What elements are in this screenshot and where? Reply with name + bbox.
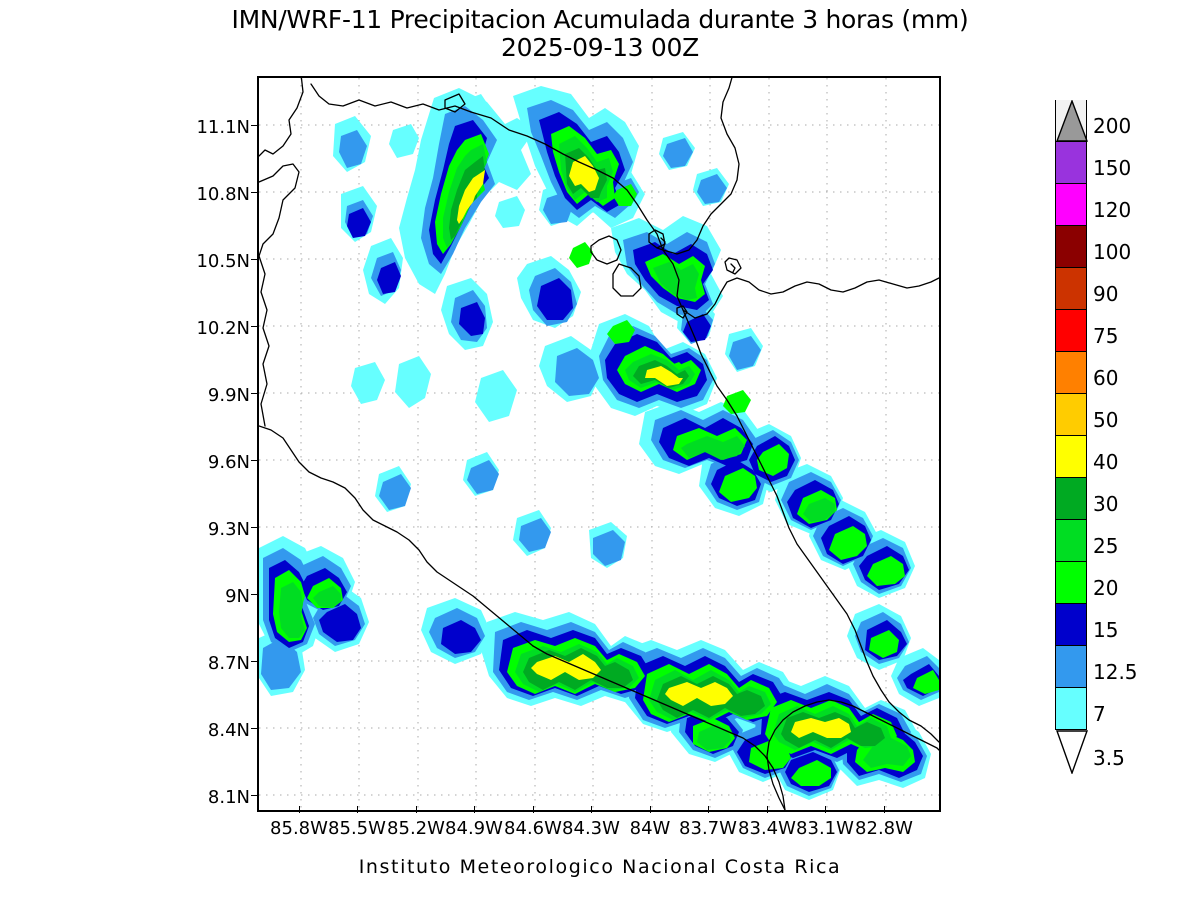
cb-label-100: 100 xyxy=(1093,240,1132,264)
xtick-label-4: 84.6W xyxy=(504,818,562,839)
cb-cell-50 xyxy=(1055,394,1087,436)
ytick-label-2: 10.5N xyxy=(196,251,250,272)
title-line-2: 2025-09-13 00Z xyxy=(501,33,699,62)
cb-cell-40 xyxy=(1055,436,1087,478)
xtick-mark xyxy=(825,806,826,813)
ytick-mark xyxy=(251,594,258,595)
cb-label-90: 90 xyxy=(1093,282,1119,306)
xtick-mark xyxy=(650,806,651,813)
xtick-mark xyxy=(357,806,358,813)
xtick-label-0: 85.8W xyxy=(270,818,328,839)
ytick-label-6: 9.3N xyxy=(207,519,250,540)
ytick-mark xyxy=(251,728,258,729)
cb-label-12.5: 12.5 xyxy=(1093,660,1138,684)
cb-cell-15 xyxy=(1055,604,1087,646)
xtick-label-10: 82.8W xyxy=(855,818,913,839)
ytick-mark xyxy=(251,326,258,327)
ytick-mark xyxy=(251,661,258,662)
map-plot-area xyxy=(257,76,941,812)
ytick-mark xyxy=(251,192,258,193)
xtick-mark xyxy=(299,806,300,813)
xtick-label-2: 85.2W xyxy=(387,818,445,839)
ytick-mark xyxy=(251,527,258,528)
source-caption: Instituto Meteorologico Nacional Costa R… xyxy=(358,856,842,878)
precipitation-contours xyxy=(259,86,939,800)
xtick-mark xyxy=(708,806,709,813)
colorbar-bottom-arrow-icon xyxy=(1056,730,1088,774)
cb-label-40: 40 xyxy=(1093,450,1119,474)
ytick-mark xyxy=(251,393,258,394)
xtick-label-5: 84.3W xyxy=(562,818,620,839)
ytick-label-3: 10.2N xyxy=(196,318,250,339)
xtick-mark xyxy=(416,806,417,813)
cb-cell-25 xyxy=(1055,520,1087,562)
title-line-1: IMN/WRF-11 Precipitacion Acumulada duran… xyxy=(231,5,969,34)
cb-cell-12.5 xyxy=(1055,646,1087,688)
cb-cell-150 xyxy=(1055,142,1087,184)
xtick-label-6: 84W xyxy=(629,818,671,839)
precipitation-contour-map xyxy=(259,78,939,810)
coastline-and-borders xyxy=(259,78,939,810)
cb-cell-30 xyxy=(1055,478,1087,520)
ytick-mark xyxy=(251,259,258,260)
ytick-mark xyxy=(251,795,258,796)
ytick-mark xyxy=(251,460,258,461)
cb-label-3.5: 3.5 xyxy=(1093,746,1125,770)
colorbar xyxy=(1055,100,1089,774)
ytick-label-9: 8.4N xyxy=(207,720,250,741)
xtick-mark xyxy=(533,806,534,813)
ytick-label-0: 11.1N xyxy=(196,117,250,138)
contour-band-30mm xyxy=(457,156,851,738)
cb-cell-100 xyxy=(1055,226,1087,268)
cb-label-15: 15 xyxy=(1093,618,1119,642)
cb-label-30: 30 xyxy=(1093,492,1119,516)
cb-label-50: 50 xyxy=(1093,408,1119,432)
ytick-mark xyxy=(251,125,258,126)
xtick-mark xyxy=(591,806,592,813)
xtick-mark xyxy=(767,806,768,813)
cb-label-75: 75 xyxy=(1093,324,1119,348)
cb-label-60: 60 xyxy=(1093,366,1119,390)
cb-label-25: 25 xyxy=(1093,534,1119,558)
cb-label-150: 150 xyxy=(1093,156,1132,180)
cb-label-120: 120 xyxy=(1093,198,1132,222)
xtick-mark xyxy=(884,806,885,813)
cb-cell-75 xyxy=(1055,310,1087,352)
ytick-label-1: 10.8N xyxy=(196,184,250,205)
ytick-label-8: 8.7N xyxy=(207,653,250,674)
xtick-label-7: 83.7W xyxy=(679,818,737,839)
cb-cell-7 xyxy=(1055,688,1087,730)
ytick-label-4: 9.9N xyxy=(207,385,250,406)
ytick-label-10: 8.1N xyxy=(207,787,250,808)
cb-cell-20 xyxy=(1055,562,1087,604)
cb-cell-120 xyxy=(1055,184,1087,226)
xtick-label-1: 85.5W xyxy=(328,818,386,839)
cb-cell-90 xyxy=(1055,268,1087,310)
cb-cell-60 xyxy=(1055,352,1087,394)
colorbar-top-arrow-icon xyxy=(1055,100,1089,142)
cb-label-7: 7 xyxy=(1093,702,1106,726)
cb-label-200: 200 xyxy=(1093,114,1132,138)
ytick-label-5: 9.6N xyxy=(207,452,250,473)
xtick-label-3: 84.9W xyxy=(445,818,503,839)
xtick-label-8: 83.4W xyxy=(738,818,796,839)
ytick-label-7: 9N xyxy=(225,586,250,607)
xtick-label-9: 83.1W xyxy=(796,818,854,839)
cb-label-20: 20 xyxy=(1093,576,1119,600)
xtick-mark xyxy=(474,806,475,813)
